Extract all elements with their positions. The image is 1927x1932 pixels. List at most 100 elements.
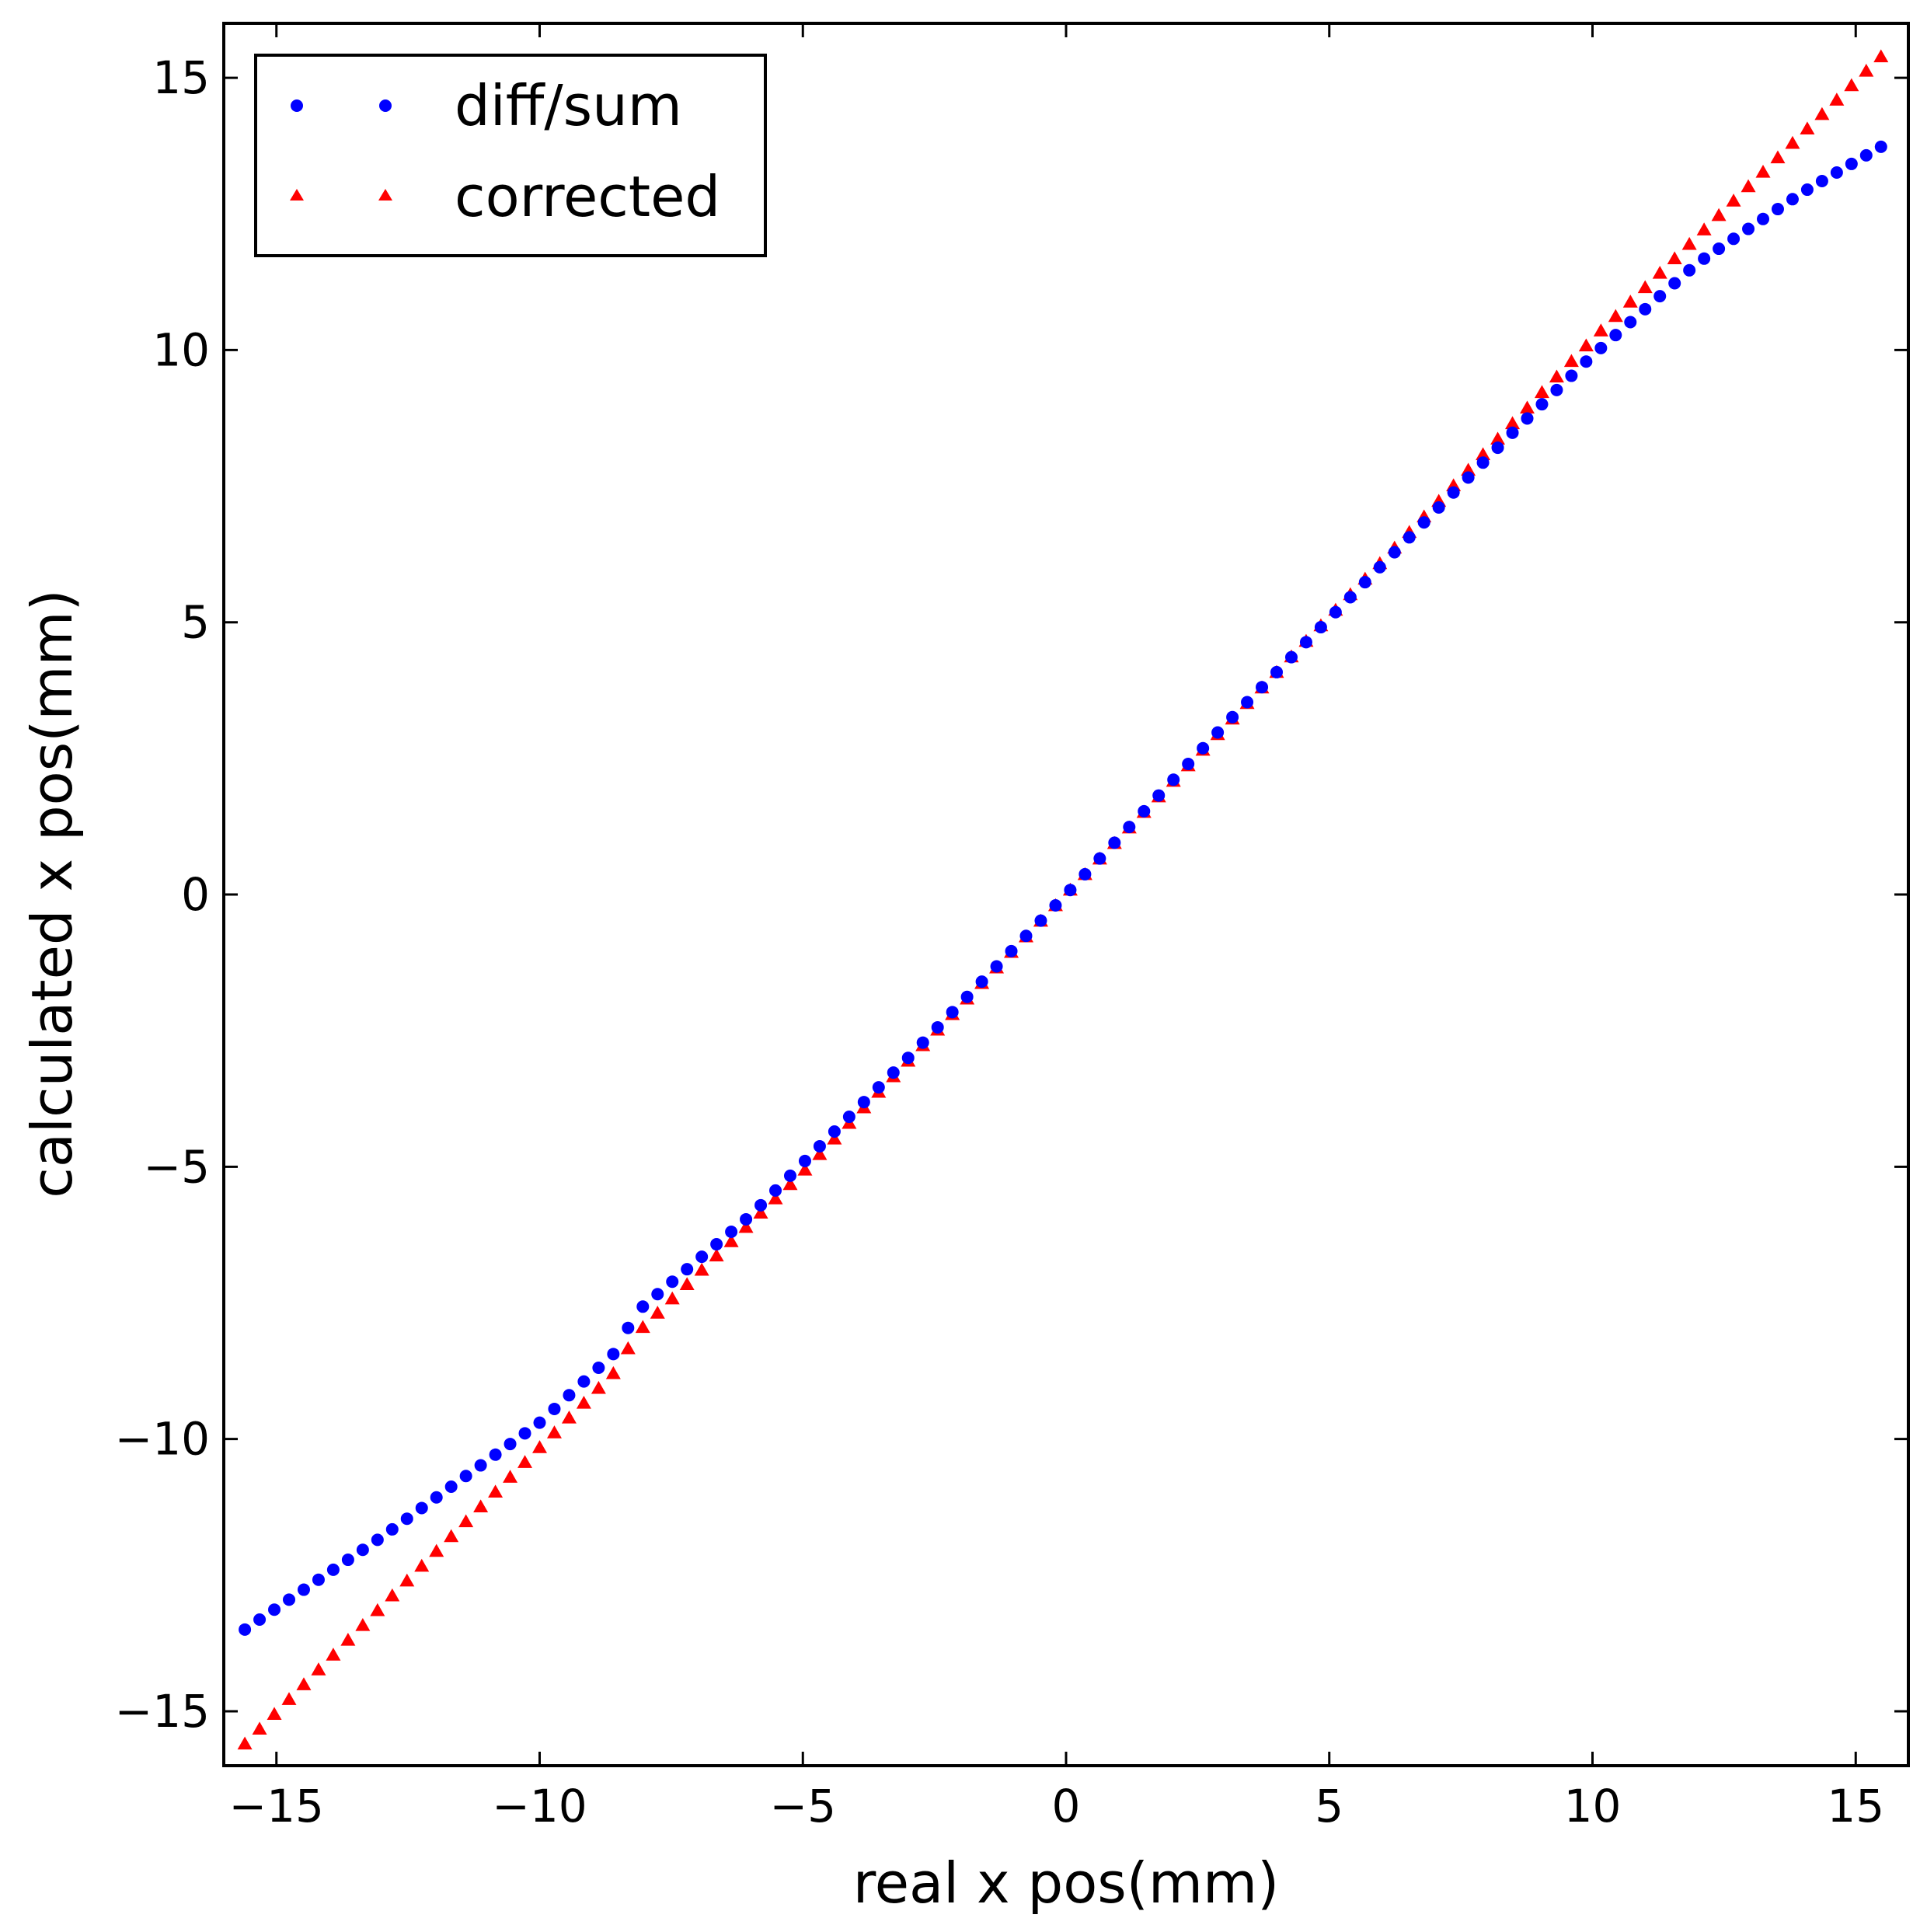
diff-sum-point — [842, 1111, 855, 1124]
diff-sum-point — [1329, 605, 1342, 619]
diff-sum-point — [754, 1198, 768, 1212]
corrected-point — [355, 1617, 371, 1631]
corrected-point — [782, 1177, 798, 1191]
diff-sum-point — [607, 1348, 620, 1361]
corrected-point — [812, 1146, 828, 1160]
corrected-point — [1859, 64, 1874, 77]
diff-sum-point — [1049, 899, 1062, 912]
corrected-point — [1578, 338, 1594, 352]
diff-sum-point — [1447, 486, 1460, 499]
corrected-point — [1505, 416, 1521, 430]
corrected-point — [605, 1365, 621, 1379]
corrected-point — [561, 1411, 577, 1424]
corrected-point — [1490, 431, 1506, 445]
diff-sum-point — [1594, 341, 1608, 354]
diff-sum-point — [489, 1448, 502, 1461]
diff-sum-point — [1742, 222, 1755, 235]
diff-sum-point — [1462, 471, 1475, 484]
diff-sum-point — [1241, 696, 1254, 709]
diff-sum-point — [444, 1480, 458, 1493]
diff-sum-point — [1535, 398, 1549, 411]
corrected-point — [768, 1191, 783, 1205]
diff-sum-point — [1270, 665, 1283, 678]
diff-sum-point — [975, 975, 988, 989]
diff-sum-point — [783, 1169, 796, 1182]
diff-sum-point — [1108, 836, 1121, 849]
legend: diff/sum corrected — [254, 54, 767, 257]
corrected-point — [488, 1484, 504, 1498]
diff-sum-point — [1624, 316, 1637, 329]
diff-sum-point — [636, 1300, 650, 1313]
diff-sum-point — [651, 1288, 664, 1301]
diff-sum-point — [1521, 412, 1534, 425]
corrected-point — [1711, 207, 1727, 221]
corrected-point — [1519, 400, 1535, 414]
corrected-point — [827, 1131, 842, 1145]
diff-sum-point — [1226, 710, 1239, 724]
diff-sum-point — [1713, 242, 1726, 256]
diff-sum-point — [474, 1459, 487, 1472]
diff-sum-point — [1727, 232, 1741, 246]
diff-sum-point — [312, 1573, 325, 1586]
diff-sum-point — [666, 1275, 679, 1289]
diff-sum-point — [430, 1491, 443, 1504]
corrected-point — [399, 1573, 415, 1587]
diff-sum-point — [1786, 193, 1799, 206]
x-tick-label: 5 — [1315, 1780, 1343, 1833]
corrected-point — [679, 1277, 695, 1290]
diff-sum-point — [946, 1006, 959, 1019]
corrected-point — [546, 1425, 562, 1439]
diff-sum-point — [268, 1603, 281, 1616]
corrected-point — [1696, 222, 1712, 235]
corrected-point — [723, 1234, 739, 1247]
corrected-point — [576, 1395, 591, 1409]
legend-marker-diff-sum — [379, 99, 392, 112]
diff-sum-point — [533, 1416, 546, 1429]
diff-sum-point — [1211, 726, 1225, 739]
diff-sum-point — [1034, 914, 1047, 927]
corrected-point — [1652, 265, 1667, 279]
diff-sum-point — [385, 1522, 399, 1536]
diff-sum-point — [239, 1623, 252, 1636]
corrected-point — [1476, 447, 1491, 461]
diff-sum-point — [1182, 758, 1195, 771]
diff-sum-point — [872, 1081, 885, 1094]
diff-sum-point — [960, 990, 974, 1003]
y-tick-label: 0 — [181, 868, 210, 921]
diff-sum-point — [931, 1020, 944, 1034]
diff-sum-point — [577, 1375, 591, 1388]
diff-sum-point — [1299, 636, 1312, 649]
diff-sum-point — [857, 1096, 870, 1109]
corrected-point — [1534, 385, 1549, 399]
diff-sum-point — [548, 1402, 561, 1415]
diff-sum-point — [1506, 426, 1519, 439]
corrected-point — [738, 1219, 754, 1233]
corrected-point — [532, 1440, 547, 1453]
y-tick-label: 5 — [181, 596, 210, 649]
diff-sum-point — [1771, 203, 1784, 216]
corrected-point — [753, 1205, 768, 1219]
y-tick-label: −10 — [115, 1413, 210, 1466]
diff-sum-point — [459, 1470, 472, 1483]
x-tick-label: 15 — [1827, 1780, 1884, 1833]
corrected-point — [429, 1543, 444, 1557]
diff-sum-point — [1757, 212, 1770, 225]
diff-sum-point — [1830, 166, 1843, 179]
x-axis-title: real x pos(mm) — [853, 1850, 1280, 1916]
diff-sum-point — [253, 1613, 267, 1627]
diff-sum-point — [1358, 576, 1371, 589]
diff-sum-point — [1388, 546, 1401, 559]
legend-marker-corrected — [290, 189, 304, 201]
legend-label-diff-sum: diff/sum — [455, 73, 682, 138]
diff-sum-point — [1800, 183, 1814, 197]
diff-sum-point — [1683, 263, 1696, 277]
corrected-point — [664, 1291, 680, 1305]
diff-sum-point — [1123, 821, 1136, 834]
corrected-point — [1563, 354, 1579, 368]
diff-sum-point — [769, 1184, 782, 1197]
corrected-point — [1667, 251, 1682, 265]
y-tick-label: 10 — [152, 323, 210, 376]
diff-sum-point — [1256, 681, 1269, 694]
corrected-point — [473, 1499, 489, 1513]
